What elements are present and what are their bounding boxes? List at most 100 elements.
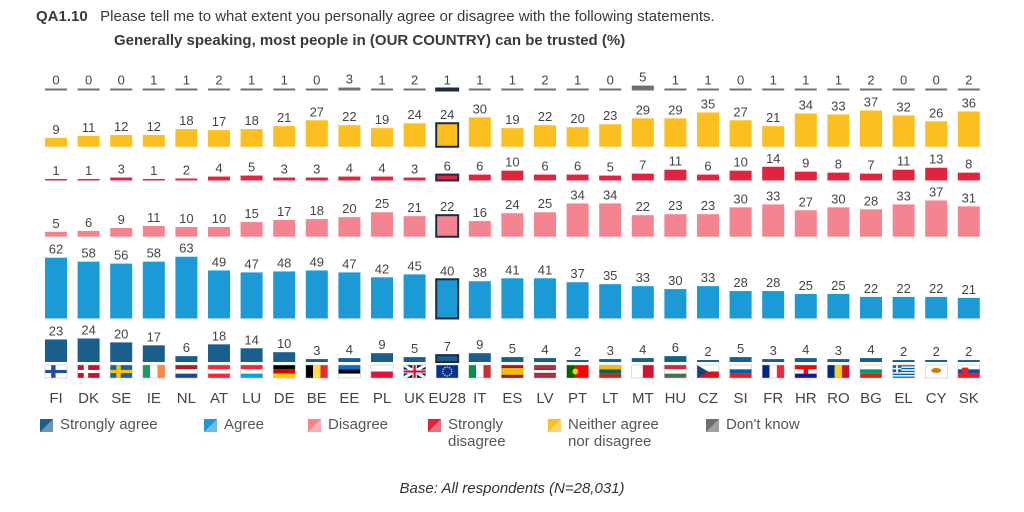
category-label-hr: HR (795, 390, 817, 407)
value-label-neither-agree-nor-disagree-el: 32 (896, 99, 910, 114)
category-label-de: DE (274, 390, 295, 407)
value-label-agree-fr: 28 (766, 275, 780, 290)
value-label-disagree-be: 18 (310, 203, 324, 218)
column-uk: 5 45 21 3 24 2 UK (402, 73, 427, 407)
value-label-strongly-agree-mt: 4 (639, 342, 646, 357)
value-label-strongly-agree-at: 18 (212, 328, 226, 343)
bar-disagree-lt (599, 203, 622, 237)
value-label-neither-agree-nor-disagree-hu: 29 (668, 102, 682, 117)
bar-strongly-disagree-el (892, 169, 915, 181)
flag-lv-icon (533, 364, 557, 379)
category-label-es: ES (502, 390, 522, 407)
column-si: 5 28 30 10 27 0 SI (729, 73, 752, 407)
bar-strongly-agree-ie (142, 345, 165, 362)
base-note: Base: All respondents (N=28,031) (399, 480, 625, 497)
value-label-strongly-agree-ro: 3 (835, 343, 842, 358)
column-fr: 3 28 33 14 21 1 FR (761, 73, 785, 407)
bar-neither-agree-nor-disagree-sk (957, 111, 980, 147)
bar-don-t-know-bg (860, 88, 882, 91)
value-label-agree-lv: 41 (538, 262, 552, 277)
bar-agree-be (305, 270, 328, 319)
value-label-disagree-at: 10 (212, 211, 226, 226)
bar-agree-ie (142, 261, 165, 319)
question-code: QA1.10 (36, 8, 88, 25)
bar-disagree-ie (142, 225, 165, 237)
value-label-strongly-disagree-pl: 4 (378, 161, 385, 176)
value-label-strongly-agree-hr: 4 (802, 342, 809, 357)
value-label-disagree-de: 17 (277, 204, 291, 219)
category-label-be: BE (307, 390, 327, 407)
chart-header: QA1.10 Please tell me to what extent you… (36, 8, 996, 26)
bar-strongly-disagree-si (729, 170, 752, 181)
value-label-neither-agree-nor-disagree-lt: 23 (603, 108, 617, 123)
value-label-agree-hr: 25 (799, 278, 813, 293)
value-label-strongly-agree-ie: 17 (147, 329, 161, 344)
column-hr: 4 25 27 9 34 1 HR (794, 73, 818, 407)
bar-agree-el (892, 296, 915, 319)
value-label-neither-agree-nor-disagree-eu28: 24 (440, 107, 454, 122)
bar-strongly-disagree-cy (925, 167, 948, 181)
value-label-don-t-know-uk: 2 (411, 73, 418, 88)
column-lt: 3 35 34 5 23 0 LT (598, 73, 622, 407)
value-label-disagree-hr: 27 (799, 194, 813, 209)
value-label-strongly-agree-fr: 3 (770, 343, 777, 358)
bar-agree-eu28 (435, 278, 460, 320)
bar-strongly-disagree-pt (566, 174, 589, 181)
bar-strongly-agree-lu (240, 348, 263, 362)
value-label-strongly-agree-hu: 6 (672, 340, 679, 355)
value-label-don-t-know-lv: 2 (541, 73, 548, 88)
bar-disagree-be (305, 219, 328, 237)
bar-disagree-bg (860, 209, 882, 237)
value-label-agree-nl: 63 (179, 241, 193, 256)
value-label-neither-agree-nor-disagree-uk: 24 (407, 107, 421, 122)
value-label-disagree-ee: 20 (342, 201, 356, 216)
bar-strongly-agree-lv (534, 358, 556, 362)
bar-neither-agree-nor-disagree-it (468, 117, 491, 147)
value-label-strongly-disagree-es: 10 (505, 155, 519, 170)
column-es: 5 41 24 10 19 1 ES (501, 73, 524, 407)
value-label-agree-at: 49 (212, 254, 226, 269)
bar-strongly-agree-pl (371, 353, 393, 362)
category-label-nl: NL (177, 390, 196, 407)
value-label-strongly-agree-es: 5 (509, 341, 516, 356)
flag-hu-icon (664, 364, 687, 379)
bar-neither-agree-nor-disagree-el (892, 115, 915, 147)
value-label-strongly-disagree-be: 3 (313, 162, 320, 177)
value-label-neither-agree-nor-disagree-dk: 11 (82, 120, 96, 135)
value-label-don-t-know-be: 0 (313, 73, 320, 88)
value-label-don-t-know-fi: 0 (52, 73, 59, 88)
category-label-uk: UK (404, 390, 425, 407)
value-label-disagree-uk: 21 (407, 200, 421, 215)
bar-agree-fi (45, 257, 67, 319)
value-label-don-t-know-de: 1 (281, 73, 288, 88)
value-label-strongly-disagree-eu28: 6 (444, 159, 451, 174)
bar-neither-agree-nor-disagree-at (208, 130, 230, 147)
value-label-agree-it: 38 (473, 265, 487, 280)
legend-item-neither: Neither agree nor disagree (548, 416, 659, 450)
value-label-disagree-it: 16 (473, 205, 487, 220)
value-label-don-t-know-cz: 1 (704, 73, 711, 88)
category-label-mt: MT (632, 390, 654, 407)
flag-eu28-icon (435, 364, 459, 379)
bar-disagree-lv (534, 212, 556, 237)
bar-strongly-disagree-ie (142, 178, 165, 181)
value-label-don-t-know-nl: 1 (183, 73, 190, 88)
value-label-agree-lt: 35 (603, 268, 617, 283)
bar-disagree-si (729, 207, 752, 237)
value-label-agree-hu: 30 (668, 273, 682, 288)
bar-strongly-disagree-lv (534, 174, 556, 181)
bar-strongly-agree-pt (566, 360, 589, 362)
column-fi: 23 62 5 1 9 0 FI (44, 73, 68, 407)
value-label-don-t-know-bg: 2 (867, 73, 874, 88)
value-label-don-t-know-se: 0 (118, 73, 125, 88)
bar-strongly-disagree-fi (45, 178, 67, 181)
bar-disagree-at (208, 226, 230, 237)
bar-strongly-disagree-eu28 (435, 173, 460, 182)
value-label-disagree-pl: 25 (375, 196, 389, 211)
bar-strongly-disagree-de (273, 177, 296, 181)
legend-label: Disagree (328, 416, 389, 433)
bar-don-t-know-si (729, 88, 752, 91)
column-pt: 2 37 34 6 20 1 PT (566, 73, 589, 407)
bar-strongly-disagree-at (208, 176, 230, 181)
value-label-strongly-disagree-it: 6 (476, 159, 483, 174)
